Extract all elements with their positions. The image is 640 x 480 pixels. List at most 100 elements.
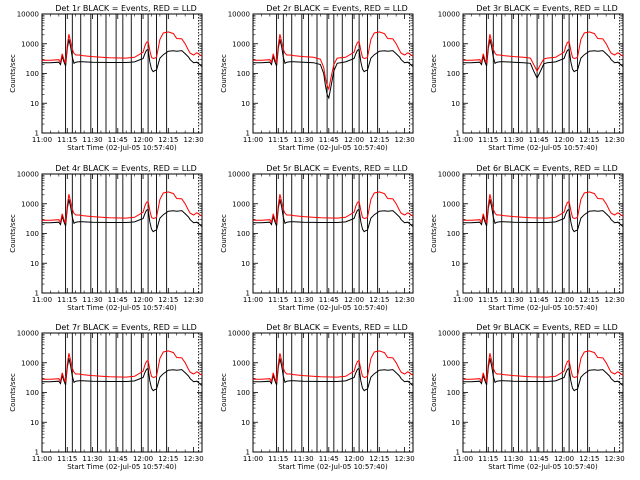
panel-title: Det 2r BLACK = Events, RED = LLD <box>266 4 408 13</box>
y-tick-label: 100 <box>26 230 39 238</box>
x-tick-label: 12:15 <box>369 136 389 144</box>
y-axis-label: Counts/sec <box>430 373 438 412</box>
x-tick-label: 11:15 <box>268 136 288 144</box>
x-tick-label: 11:30 <box>503 296 523 304</box>
x-axis-label: Start Time (02-Jul-05 10:57:40) <box>67 463 177 471</box>
y-tick-label: 1 <box>456 449 460 457</box>
x-axis-label: Start Time (02-Jul-05 10:57:40) <box>278 463 388 471</box>
x-tick-label: 12:00 <box>133 296 153 304</box>
panel-title: Det 7r BLACK = Events, RED = LLD <box>55 323 197 332</box>
y-tick-label: 1 <box>456 130 460 138</box>
x-tick-label: 12:30 <box>604 455 624 463</box>
y-tick-label: 1 <box>35 290 39 298</box>
x-tick-label: 12:30 <box>604 296 624 304</box>
x-tick-label: 11:45 <box>319 136 339 144</box>
x-axis-label: Start Time (02-Jul-05 10:57:40) <box>488 304 598 312</box>
lld-series-line <box>42 31 203 64</box>
y-tick-label: 1000 <box>232 200 250 208</box>
x-axis-label: Start Time (02-Jul-05 10:57:40) <box>488 144 598 152</box>
x-tick-label: 12:30 <box>183 136 203 144</box>
y-tick-label: 100 <box>447 389 460 397</box>
lld-series-line <box>42 191 203 224</box>
y-tick-label: 100 <box>237 230 250 238</box>
lld-series-line <box>463 350 624 383</box>
x-tick-label: 11:45 <box>108 455 128 463</box>
x-tick-label: 12:30 <box>604 136 624 144</box>
x-tick-label: 12:30 <box>183 296 203 304</box>
x-tick-label: 12:00 <box>554 455 574 463</box>
x-tick-label: 11:45 <box>108 296 128 304</box>
x-axis-label: Start Time (02-Jul-05 10:57:40) <box>67 144 177 152</box>
x-tick-label: 12:00 <box>344 455 364 463</box>
x-tick-label: 12:00 <box>344 296 364 304</box>
x-tick-label: 11:45 <box>108 136 128 144</box>
x-tick-label: 11:15 <box>57 296 77 304</box>
x-tick-label: 11:15 <box>268 296 288 304</box>
y-tick-label: 10000 <box>17 330 39 338</box>
x-tick-label: 12:30 <box>394 455 414 463</box>
x-tick-label: 12:00 <box>133 455 153 463</box>
x-tick-label: 11:45 <box>529 136 549 144</box>
y-tick-label: 10 <box>241 419 250 427</box>
panel-title: Det 6r BLACK = Events, RED = LLD <box>476 164 618 173</box>
y-tick-label: 10 <box>451 100 460 108</box>
y-tick-label: 1 <box>456 290 460 298</box>
events-series-line <box>253 39 414 100</box>
y-tick-label: 10 <box>241 100 250 108</box>
x-tick-label: 11:45 <box>319 296 339 304</box>
y-tick-label: 1000 <box>21 40 39 48</box>
y-tick-label: 10000 <box>228 171 250 179</box>
x-tick-label: 11:15 <box>57 136 77 144</box>
x-tick-label: 11:30 <box>82 296 102 304</box>
x-tick-label: 11:30 <box>82 455 102 463</box>
x-tick-label: 12:15 <box>579 296 599 304</box>
x-tick-label: 11:45 <box>529 296 549 304</box>
y-tick-label: 100 <box>26 70 39 78</box>
x-tick-label: 11:15 <box>478 296 498 304</box>
x-tick-label: 11:00 <box>453 455 473 463</box>
x-tick-label: 11:15 <box>57 455 77 463</box>
y-tick-label: 1 <box>35 130 39 138</box>
x-tick-label: 11:45 <box>529 455 549 463</box>
x-tick-label: 11:30 <box>293 296 313 304</box>
events-series-line <box>463 39 624 80</box>
y-tick-label: 1000 <box>232 359 250 367</box>
x-tick-label: 12:15 <box>369 455 389 463</box>
y-tick-label: 100 <box>447 70 460 78</box>
x-tick-label: 11:30 <box>293 136 313 144</box>
lld-series-line <box>463 191 624 224</box>
x-tick-label: 11:15 <box>478 455 498 463</box>
y-axis-label: Counts/sec <box>9 54 17 93</box>
x-axis-label: Start Time (02-Jul-05 10:57:40) <box>278 144 388 152</box>
x-tick-label: 11:30 <box>293 455 313 463</box>
x-tick-label: 12:30 <box>394 296 414 304</box>
y-tick-label: 10 <box>30 260 39 268</box>
x-tick-label: 12:30 <box>183 455 203 463</box>
x-tick-label: 12:15 <box>369 296 389 304</box>
y-tick-label: 10000 <box>228 11 250 19</box>
x-tick-label: 12:00 <box>554 296 574 304</box>
y-axis-label: Counts/sec <box>9 214 17 253</box>
x-axis-label: Start Time (02-Jul-05 10:57:40) <box>67 304 177 312</box>
x-tick-label: 11:15 <box>268 455 288 463</box>
x-tick-label: 12:15 <box>158 455 178 463</box>
x-tick-label: 11:45 <box>319 455 339 463</box>
x-tick-label: 11:00 <box>453 296 473 304</box>
y-tick-label: 100 <box>237 70 250 78</box>
x-tick-label: 11:00 <box>453 136 473 144</box>
y-axis-label: Counts/sec <box>220 54 228 93</box>
y-tick-label: 1 <box>35 449 39 457</box>
y-tick-label: 1000 <box>232 40 250 48</box>
y-tick-label: 1000 <box>442 359 460 367</box>
y-axis-label: Counts/sec <box>220 373 228 412</box>
y-tick-label: 10000 <box>228 330 250 338</box>
x-tick-label: 12:30 <box>394 136 414 144</box>
y-tick-label: 1 <box>246 449 250 457</box>
y-tick-label: 10 <box>30 100 39 108</box>
y-tick-label: 10 <box>451 419 460 427</box>
x-axis-label: Start Time (02-Jul-05 10:57:40) <box>278 304 388 312</box>
y-tick-label: 10000 <box>17 11 39 19</box>
panel-title: Det 5r BLACK = Events, RED = LLD <box>266 164 408 173</box>
x-tick-label: 12:15 <box>158 296 178 304</box>
